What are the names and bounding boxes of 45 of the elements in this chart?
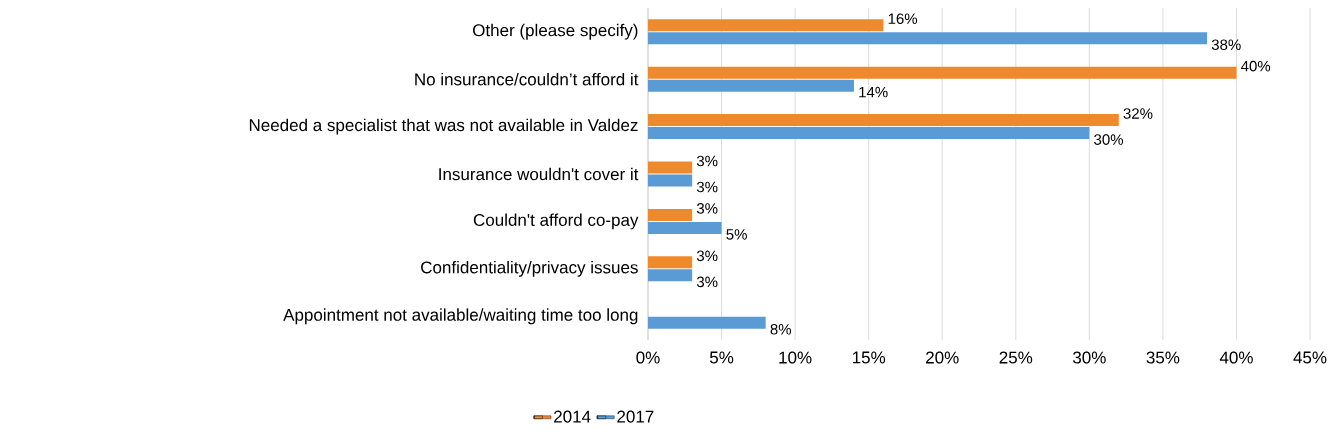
data-label: 3% [696, 276, 718, 288]
bar [648, 19, 884, 32]
bar [648, 66, 1237, 79]
bar [648, 127, 1090, 140]
bar [648, 316, 766, 329]
bar [648, 256, 693, 269]
bar [648, 114, 1119, 127]
y-tick-label: Other (please specify) [473, 23, 638, 40]
y-tick-label: Insurance wouldn't cover it [439, 167, 639, 181]
x-tick-label: 20% [926, 351, 959, 364]
y-tick-label: No insurance/couldn’t afford it [415, 72, 639, 86]
bar [648, 32, 1208, 45]
legend-label: 2017 [617, 410, 654, 423]
x-tick-label: 45% [1293, 351, 1327, 364]
x-tick-label: 25% [999, 351, 1033, 364]
x-tick-label: 40% [1219, 351, 1253, 364]
bar [648, 79, 854, 92]
bar [648, 161, 693, 174]
data-label: 8% [770, 323, 792, 335]
x-tick-label: 30% [1072, 351, 1106, 364]
data-label: 16% [888, 13, 918, 25]
data-label: 14% [859, 86, 888, 98]
x-tick-label: 35% [1146, 351, 1180, 364]
bar [648, 208, 693, 221]
y-tick-label: Confidentiality/privacy issues [421, 260, 638, 277]
data-label: 40% [1241, 60, 1271, 72]
y-tick-label: Couldn't afford co-pay [473, 213, 639, 230]
data-label: 32% [1123, 108, 1153, 119]
data-label: 5% [726, 229, 747, 240]
data-label: 30% [1094, 134, 1124, 145]
x-tick-label: 10% [779, 351, 812, 364]
x-tick-label: 0% [636, 351, 660, 364]
data-label: 3% [696, 250, 718, 262]
bar [648, 174, 693, 187]
bar [648, 269, 693, 282]
data-label: 3% [696, 203, 718, 214]
bar [648, 221, 722, 234]
data-label: 3% [696, 155, 718, 167]
data-label: 3% [696, 181, 718, 193]
x-tick-label: 15% [852, 351, 886, 364]
data-label: 38% [1211, 39, 1241, 51]
y-tick-label: Appointment not available/waiting time too long [283, 308, 638, 325]
legend-label: 2014 [554, 410, 591, 423]
x-tick-label: 5% [709, 351, 734, 364]
y-tick-label: Needed a specialist that was not available in Valdez [249, 118, 638, 135]
